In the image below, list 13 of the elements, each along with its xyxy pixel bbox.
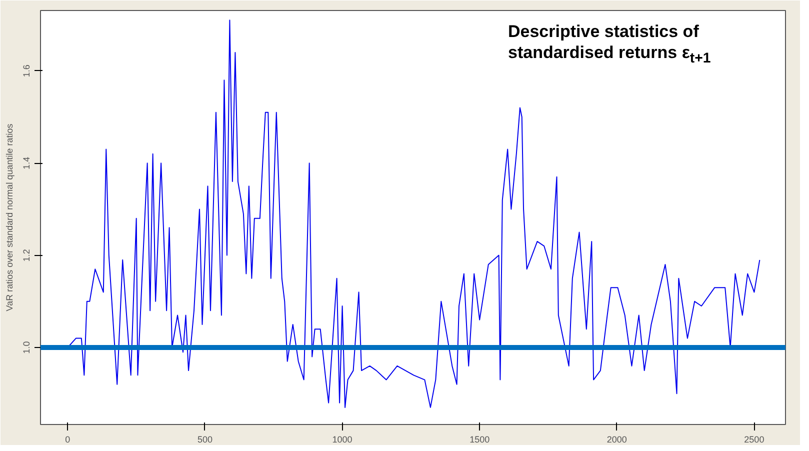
x-tick-label: 500	[197, 434, 213, 444]
x-tick-label: 2500	[744, 434, 764, 444]
y-tick-label: 1.4	[22, 156, 32, 170]
x-tick-label: 0	[65, 434, 70, 444]
line-series	[67, 20, 760, 408]
annotation: Descriptive statistics of standardised returns ε$_{t+1}$	[508, 21, 712, 68]
x-tick-label: 2000	[606, 434, 627, 444]
x-tick-label: 1000	[332, 434, 352, 444]
y-tick-label: 1.0	[22, 341, 32, 354]
y-tick-label: 1.2	[22, 249, 32, 262]
y-axis-title: VaR ratios over standard normal quantile ratios	[4, 123, 14, 312]
y-tick-label: 1.6	[22, 64, 32, 78]
x-tick-label: 1500	[470, 434, 490, 444]
